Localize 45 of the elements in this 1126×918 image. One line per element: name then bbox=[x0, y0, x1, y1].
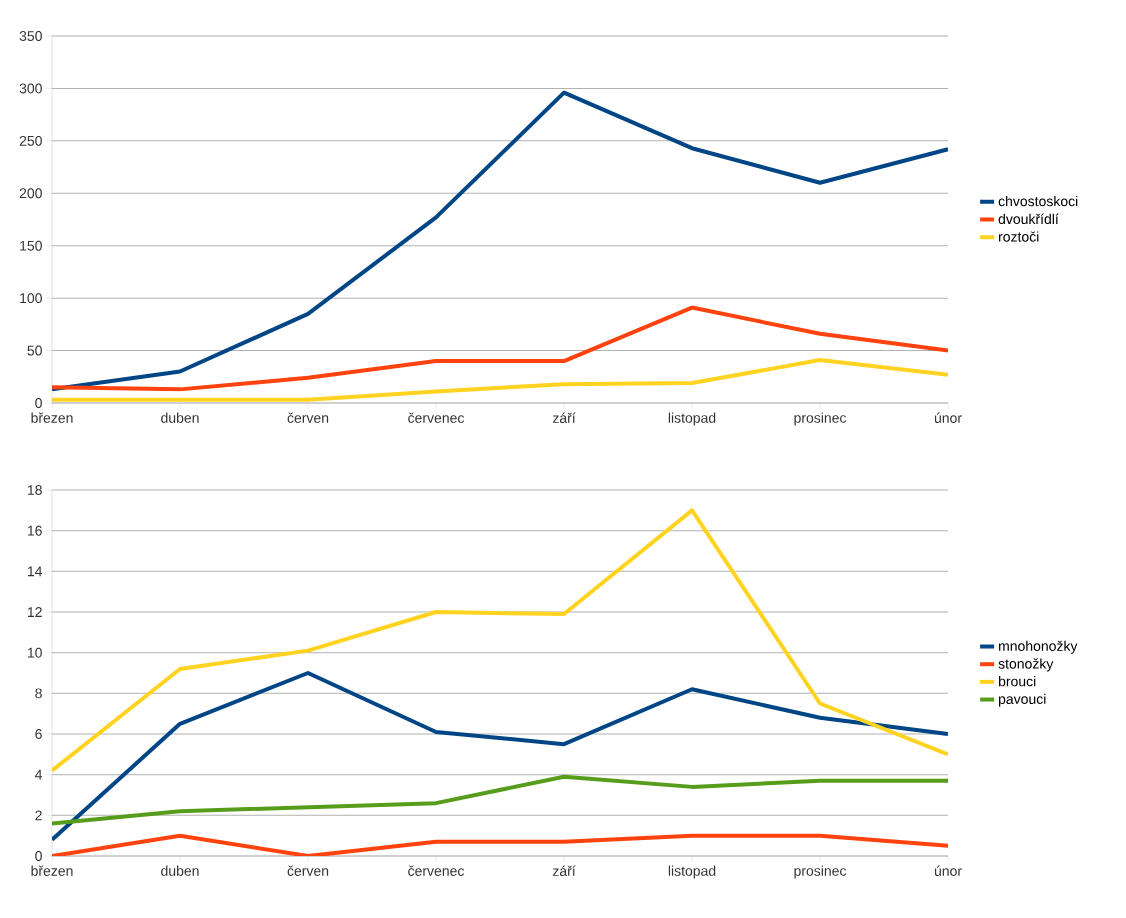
x-tick-label: červenec bbox=[408, 865, 465, 876]
line-series bbox=[52, 305, 949, 392]
x-tick-label: březen bbox=[31, 412, 73, 423]
x-tick-label: září bbox=[552, 865, 576, 876]
y-tick-label: 0 bbox=[35, 398, 42, 408]
legend-label: brouci bbox=[999, 676, 1036, 687]
y-tick-label: 150 bbox=[20, 240, 42, 251]
x-tick-label: duben bbox=[161, 865, 199, 876]
x-tick-label: červenec bbox=[408, 412, 465, 423]
line-series bbox=[52, 671, 949, 842]
x-tick-label: listopad bbox=[668, 412, 716, 426]
legend-label: roztoči bbox=[999, 231, 1039, 242]
y-tick-label: 350 bbox=[19, 31, 42, 41]
x-tick-label: únor bbox=[934, 865, 962, 876]
y-tick-label: 0 bbox=[35, 851, 42, 861]
y-tick-label: 16 bbox=[27, 525, 42, 536]
y-tick-label: 12 bbox=[27, 607, 42, 617]
y-tick-label: 14 bbox=[27, 566, 43, 577]
x-tick-label: červen bbox=[287, 865, 329, 876]
x-tick-label: duben bbox=[161, 412, 199, 423]
y-tick-label: 2 bbox=[35, 810, 42, 821]
y-tick-label: 10 bbox=[27, 647, 42, 658]
legend-label: chvostoskoci bbox=[998, 195, 1078, 207]
legend-label: pavouci bbox=[999, 693, 1046, 707]
y-tick-label: 6 bbox=[35, 729, 42, 739]
y-tick-label: 4 bbox=[34, 769, 43, 780]
y-tick-label: 50 bbox=[27, 345, 42, 356]
x-tick-label: září bbox=[552, 412, 576, 423]
y-tick-label: 8 bbox=[35, 688, 42, 699]
y-tick-label: 300 bbox=[19, 83, 42, 94]
x-tick-label: prosinec bbox=[794, 865, 847, 879]
x-tick-label: březen bbox=[31, 865, 73, 876]
x-tick-label: únor bbox=[934, 412, 962, 423]
line-series bbox=[52, 90, 949, 392]
y-tick-label: 200 bbox=[19, 188, 42, 199]
legend-label: dvoukřídlí bbox=[998, 213, 1059, 225]
line-series bbox=[52, 508, 949, 773]
x-tick-label: prosinec bbox=[794, 412, 847, 426]
x-tick-label: červen bbox=[287, 412, 329, 423]
x-tick-label: listopad bbox=[668, 865, 716, 879]
y-tick-label: 100 bbox=[20, 293, 42, 304]
legend-label: stonožky bbox=[998, 658, 1054, 672]
y-tick-label: 250 bbox=[19, 135, 42, 146]
legend-label: mnohonožky bbox=[999, 640, 1078, 654]
y-tick-label: 18 bbox=[27, 485, 42, 495]
